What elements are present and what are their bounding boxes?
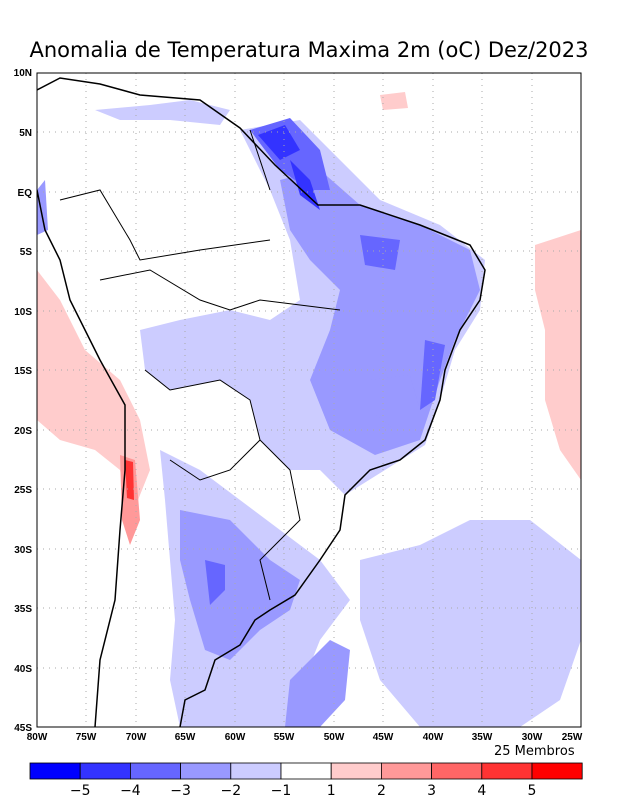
south-america-coastline (37, 77, 486, 727)
colorbar-box (280, 762, 332, 780)
country-borders (59, 129, 341, 601)
colorbar-label: −2 (220, 783, 241, 799)
positive-anomaly-atlantic (535, 230, 581, 480)
lat-label: 5S (20, 247, 33, 258)
lat-label: 10N (14, 68, 32, 79)
colorbar-label: 5 (528, 783, 537, 799)
negative-anomaly-ecuador (37, 180, 48, 235)
lon-label: 60W (225, 732, 246, 743)
longitude-labels: 80W 75W 70W 65W 60W 55W 50W 45W 40W 35W … (27, 732, 583, 743)
negative-anomaly-northeast (360, 235, 400, 270)
lat-label: 5N (19, 128, 32, 139)
lat-label: 30S (14, 545, 32, 556)
colorbar-box (230, 762, 282, 780)
negative-anomaly-amazon-mouth (290, 160, 320, 210)
colorbar-box (431, 762, 483, 780)
lon-label: 45W (373, 732, 394, 743)
positive-anomaly-andes-core (125, 460, 134, 500)
lon-label: 30W (522, 732, 543, 743)
colorbar-label: −4 (120, 783, 141, 799)
lon-label: 25W (562, 732, 583, 743)
colorbar-label: 3 (427, 783, 436, 799)
colorbar-label: −3 (170, 783, 191, 799)
negative-anomaly-venezuela (95, 100, 230, 125)
negative-anomaly-bahia (420, 340, 445, 410)
colorbar-label: 4 (477, 783, 486, 799)
lon-label: 35W (472, 732, 493, 743)
colorbar-box (531, 762, 583, 780)
lon-label: 75W (76, 732, 97, 743)
colorbar-box (180, 762, 232, 780)
colorbar-box (129, 762, 181, 780)
lat-label: 25S (14, 485, 32, 496)
colorbar-labels: −5 −4 −3 −2 −1 1 2 3 4 5 (70, 783, 537, 799)
lat-label: 15S (14, 366, 32, 377)
colorbar-box (79, 762, 131, 780)
latitude-labels: 10N 5N EQ 5S 10S 15S 20S 25S 30S 35S 40S… (14, 68, 33, 734)
negative-anomaly-minas (370, 375, 420, 430)
colorbar-box (29, 762, 81, 780)
colorbar-box (481, 762, 533, 780)
lat-label: 10S (14, 307, 32, 318)
lat-label: 20S (14, 426, 32, 437)
lat-label: 40S (14, 664, 32, 675)
negative-anomaly-argentina (180, 510, 300, 660)
lat-label: 35S (14, 604, 32, 615)
lat-label: EQ (18, 188, 33, 199)
lon-label: 65W (175, 732, 196, 743)
lon-label: 50W (324, 732, 345, 743)
lon-label: 80W (27, 732, 48, 743)
negative-anomaly-north-core (258, 125, 300, 160)
positive-anomaly-north (380, 92, 408, 110)
colorbar-box (330, 762, 382, 780)
colorbar-label: −1 (271, 783, 292, 799)
colorbar-label: 2 (377, 783, 386, 799)
map-title: Anomalia de Temperatura Maxima 2m (oC) D… (29, 38, 589, 62)
grid-lines (37, 73, 581, 727)
lon-label: 40W (423, 732, 444, 743)
colorbar-label: −5 (70, 783, 91, 799)
members-note: 25 Membros (494, 744, 575, 759)
negative-anomaly-atlantic-south (360, 520, 581, 727)
lon-label: 70W (126, 732, 147, 743)
colorbar-label: 1 (327, 783, 336, 799)
negative-anomaly-argentina-core (205, 560, 225, 605)
colorbar-box (380, 762, 432, 780)
anomaly-fields (37, 73, 581, 727)
colorbar (29, 762, 583, 780)
lat-label: 45S (14, 723, 32, 734)
lon-label: 55W (274, 732, 295, 743)
map-frame (36, 72, 582, 728)
